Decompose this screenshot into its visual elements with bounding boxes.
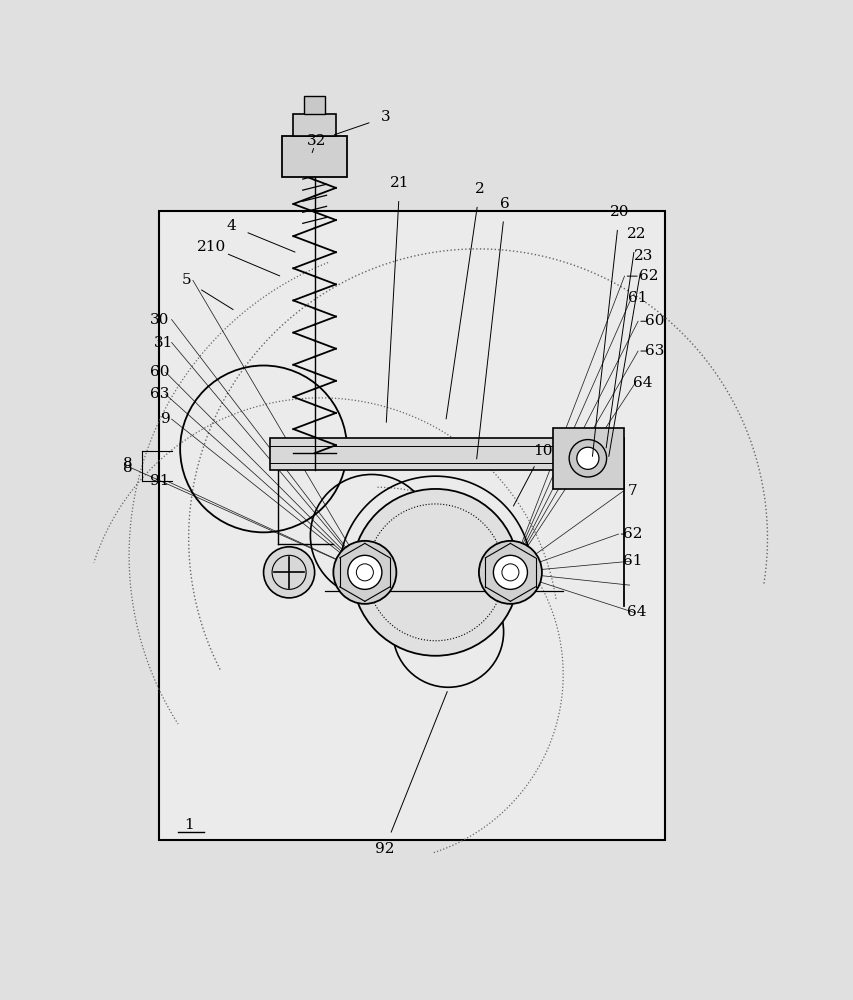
Text: 62: 62	[623, 527, 642, 541]
Text: 7: 7	[628, 484, 637, 498]
Text: 8: 8	[123, 461, 132, 475]
Text: 63: 63	[645, 344, 664, 358]
Text: 6: 6	[500, 197, 509, 211]
Bar	[304, 96, 324, 114]
Text: 10: 10	[532, 444, 552, 458]
Bar	[159, 211, 664, 840]
Text: 3: 3	[381, 110, 391, 124]
Text: 4: 4	[226, 219, 235, 233]
Text: 64: 64	[626, 605, 646, 619]
Circle shape	[333, 541, 396, 604]
Text: 8: 8	[123, 457, 132, 471]
Text: 23: 23	[633, 249, 653, 263]
Circle shape	[568, 440, 606, 477]
Text: 92: 92	[374, 842, 394, 856]
Bar	[293, 114, 335, 136]
Text: 91: 91	[150, 474, 169, 488]
Circle shape	[264, 547, 314, 598]
Text: 20: 20	[609, 205, 629, 219]
Text: 2: 2	[474, 182, 485, 196]
Text: 60: 60	[645, 314, 664, 328]
Text: 64: 64	[633, 376, 653, 390]
Text: 5: 5	[181, 273, 191, 287]
Text: 63: 63	[150, 387, 169, 401]
Text: 30: 30	[150, 313, 169, 327]
Text: 1: 1	[183, 818, 194, 832]
Text: 32: 32	[306, 134, 326, 148]
Text: 21: 21	[390, 176, 409, 190]
Circle shape	[351, 489, 519, 656]
Text: 22: 22	[626, 227, 646, 241]
Bar	[270, 438, 613, 470]
Text: 62: 62	[638, 269, 658, 283]
Circle shape	[479, 541, 542, 604]
Bar	[282, 136, 346, 177]
Bar	[553, 428, 623, 489]
Text: 31: 31	[154, 336, 172, 350]
Text: 61: 61	[623, 554, 642, 568]
Text: 61: 61	[628, 291, 647, 305]
Circle shape	[576, 447, 598, 469]
Text: 210: 210	[197, 240, 226, 254]
Text: 9: 9	[160, 412, 171, 426]
Text: 60: 60	[150, 365, 169, 379]
Circle shape	[493, 555, 527, 589]
Circle shape	[347, 555, 381, 589]
